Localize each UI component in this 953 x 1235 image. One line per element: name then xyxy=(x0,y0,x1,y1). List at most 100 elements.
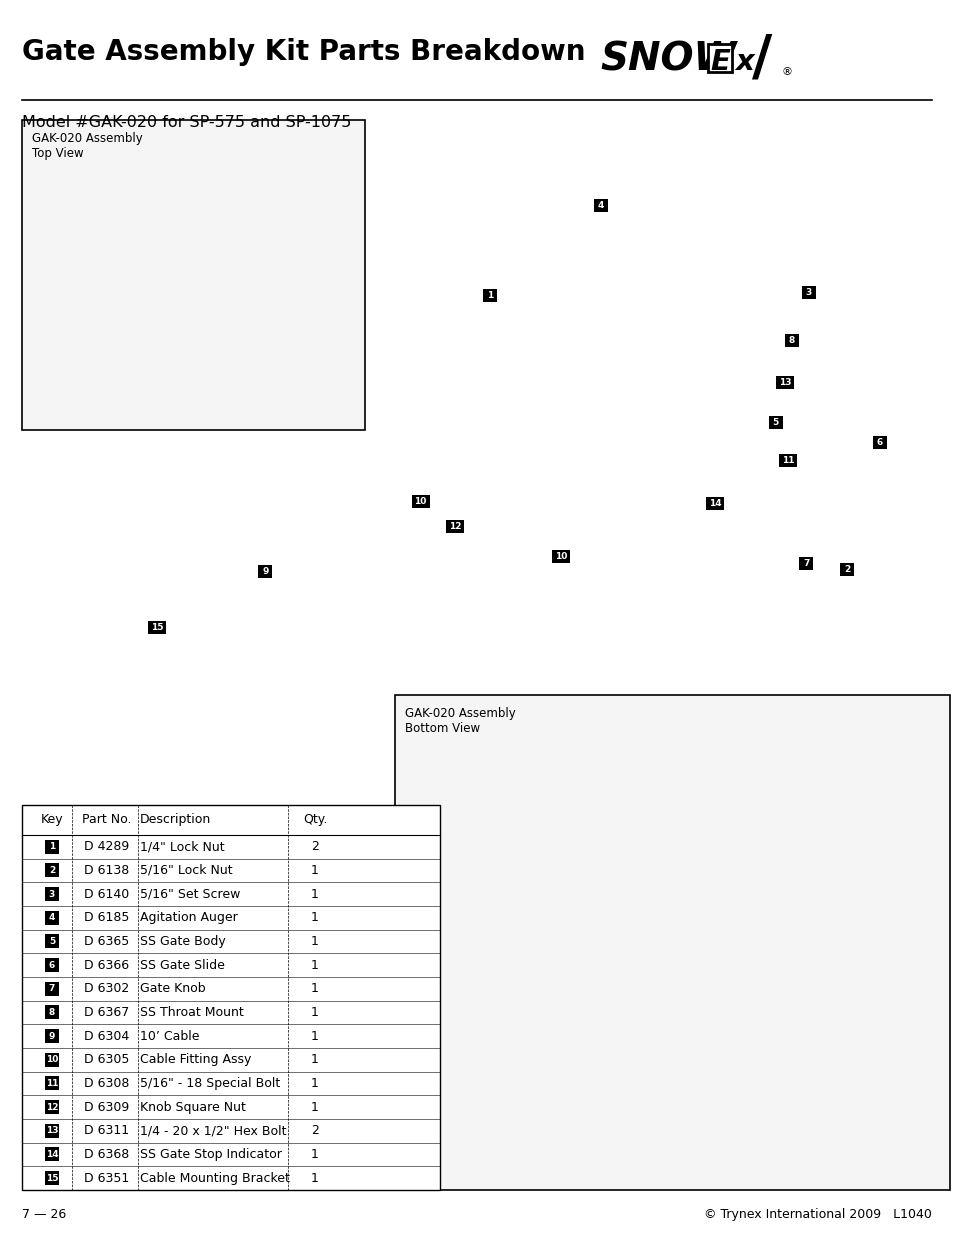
Text: 1: 1 xyxy=(311,1030,318,1042)
Text: 1: 1 xyxy=(311,982,318,995)
Text: 13: 13 xyxy=(46,1126,58,1135)
Text: 4: 4 xyxy=(598,200,603,210)
Text: D 6185: D 6185 xyxy=(84,911,130,924)
Text: Knob Square Nut: Knob Square Nut xyxy=(140,1100,246,1114)
Bar xyxy=(45,1124,59,1137)
Bar xyxy=(45,935,59,948)
Text: 2: 2 xyxy=(311,840,318,853)
Text: Gate Assembly Kit Parts Breakdown: Gate Assembly Kit Parts Breakdown xyxy=(22,38,585,65)
Bar xyxy=(45,1147,59,1161)
Bar xyxy=(45,840,59,853)
Text: 7 — 26: 7 — 26 xyxy=(22,1208,66,1221)
Bar xyxy=(45,1171,59,1186)
Text: 3: 3 xyxy=(49,889,55,899)
Text: 1: 1 xyxy=(311,1007,318,1019)
Bar xyxy=(258,566,272,578)
Text: SS Gate Stop Indicator: SS Gate Stop Indicator xyxy=(140,1149,281,1161)
Bar xyxy=(784,335,798,347)
Text: 10’ Cable: 10’ Cable xyxy=(140,1030,199,1042)
Bar xyxy=(707,44,731,72)
Bar xyxy=(45,958,59,972)
Text: 11: 11 xyxy=(781,456,794,466)
Text: Bottom View: Bottom View xyxy=(405,722,479,735)
Text: D 6304: D 6304 xyxy=(84,1030,130,1042)
Text: 14: 14 xyxy=(708,499,721,509)
Text: D 6367: D 6367 xyxy=(84,1007,130,1019)
Text: D 6365: D 6365 xyxy=(84,935,130,948)
Bar xyxy=(45,911,59,925)
Text: 1: 1 xyxy=(487,290,493,300)
Text: Key: Key xyxy=(41,814,63,826)
Text: x: x xyxy=(734,48,753,77)
Text: Cable Mounting Bracket: Cable Mounting Bracket xyxy=(140,1172,290,1184)
Text: 1: 1 xyxy=(311,1149,318,1161)
Text: 1: 1 xyxy=(311,1053,318,1066)
Text: 5: 5 xyxy=(49,937,55,946)
Text: 1/4" Lock Nut: 1/4" Lock Nut xyxy=(140,840,224,853)
Text: 1: 1 xyxy=(311,888,318,900)
Bar xyxy=(768,416,781,429)
Bar xyxy=(799,557,812,569)
Text: Description: Description xyxy=(140,814,211,826)
Bar xyxy=(45,1100,59,1114)
Text: Top View: Top View xyxy=(32,147,84,161)
Text: 1: 1 xyxy=(49,842,55,851)
Text: D 6368: D 6368 xyxy=(84,1149,130,1161)
Text: 10: 10 xyxy=(415,496,426,506)
Text: D 6311: D 6311 xyxy=(85,1124,130,1137)
Bar xyxy=(45,887,59,902)
Text: D 6305: D 6305 xyxy=(84,1053,130,1066)
Bar xyxy=(840,563,853,576)
Text: 8: 8 xyxy=(49,1008,55,1016)
Text: 1: 1 xyxy=(311,1077,318,1091)
Text: 15: 15 xyxy=(151,622,164,632)
Text: 7: 7 xyxy=(802,558,808,568)
Text: 3: 3 xyxy=(805,288,811,298)
Text: D 6351: D 6351 xyxy=(84,1172,130,1184)
Text: 10: 10 xyxy=(555,552,566,562)
Text: 2: 2 xyxy=(49,866,55,876)
Text: 6: 6 xyxy=(49,961,55,969)
Text: Cable Fitting Assy: Cable Fitting Assy xyxy=(140,1053,251,1066)
Text: 5: 5 xyxy=(772,417,778,427)
Text: 1: 1 xyxy=(311,958,318,972)
Text: /: / xyxy=(751,31,771,85)
Text: 6: 6 xyxy=(876,437,882,447)
Text: D 4289: D 4289 xyxy=(84,840,130,853)
Text: 1/4 - 20 x 1/2" Hex Bolt: 1/4 - 20 x 1/2" Hex Bolt xyxy=(140,1124,286,1137)
Bar xyxy=(149,621,166,634)
Text: 14: 14 xyxy=(46,1150,58,1158)
Text: Qty.: Qty. xyxy=(302,814,327,826)
Bar xyxy=(706,498,723,510)
Text: 2: 2 xyxy=(311,1124,318,1137)
Text: SNOW: SNOW xyxy=(599,40,736,78)
Bar xyxy=(872,436,885,448)
Text: SS Gate Slide: SS Gate Slide xyxy=(140,958,225,972)
Text: E: E xyxy=(709,48,729,77)
Text: 12: 12 xyxy=(46,1103,58,1112)
Bar xyxy=(45,1077,59,1091)
Text: 5/16" - 18 Special Bolt: 5/16" - 18 Special Bolt xyxy=(140,1077,280,1091)
Text: GAK-020 Assembly: GAK-020 Assembly xyxy=(405,706,516,720)
Bar xyxy=(446,520,463,532)
Bar xyxy=(45,863,59,878)
Text: Gate Knob: Gate Knob xyxy=(140,982,206,995)
Bar xyxy=(45,1005,59,1020)
Bar xyxy=(776,377,793,389)
Text: D 6309: D 6309 xyxy=(84,1100,130,1114)
Text: 5/16" Lock Nut: 5/16" Lock Nut xyxy=(140,864,233,877)
Text: D 6140: D 6140 xyxy=(84,888,130,900)
Text: Model #GAK-020 for SP-575 and SP-1075: Model #GAK-020 for SP-575 and SP-1075 xyxy=(22,115,351,130)
Text: 12: 12 xyxy=(448,521,461,531)
Bar xyxy=(779,454,796,467)
Text: Part No.: Part No. xyxy=(82,814,132,826)
Text: GAK-020 Assembly: GAK-020 Assembly xyxy=(32,132,143,144)
Text: SS Gate Body: SS Gate Body xyxy=(140,935,226,948)
Text: 1: 1 xyxy=(311,911,318,924)
Text: 10: 10 xyxy=(46,1056,58,1065)
Bar xyxy=(45,1052,59,1067)
Bar xyxy=(412,495,429,508)
Text: 1: 1 xyxy=(311,1100,318,1114)
Bar xyxy=(22,805,439,1191)
Text: 5/16" Set Screw: 5/16" Set Screw xyxy=(140,888,240,900)
